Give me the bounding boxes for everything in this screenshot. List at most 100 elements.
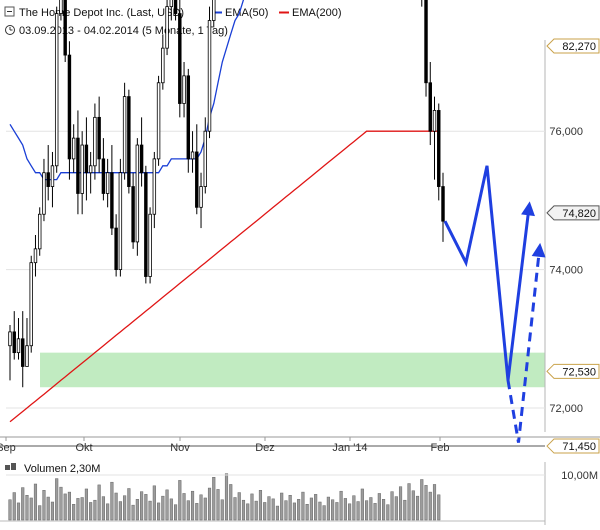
candles: [8, 0, 445, 388]
candle-body: [144, 172, 148, 277]
volume-bar: [254, 500, 258, 521]
price-tag-text: 82,270: [562, 41, 596, 53]
candle: [173, 0, 178, 21]
candle: [199, 172, 203, 229]
volume-bar: [314, 494, 318, 521]
candle: [50, 151, 55, 208]
candle-body: [118, 172, 123, 270]
candle-body: [42, 172, 46, 215]
annotations: [0, 165, 546, 447]
candle: [76, 110, 80, 215]
candle: [97, 96, 101, 173]
candle: [148, 207, 152, 284]
volume-bar: [284, 500, 288, 521]
volume-bar: [246, 503, 250, 521]
volume-header: Volumen 2,30M: [5, 463, 100, 475]
volume-bar: [216, 489, 220, 521]
volume-bar: [326, 496, 330, 521]
candle-body: [437, 110, 441, 187]
volume-bar: [411, 490, 415, 521]
candle-body: [33, 248, 38, 264]
candle: [93, 103, 97, 180]
ema200-line: [9, 130, 439, 423]
candle: [424, 0, 428, 97]
candle: [169, 0, 174, 21]
candle: [421, 0, 423, 7]
volume-bar: [140, 491, 144, 521]
candle: [178, 0, 182, 118]
candle-body: [93, 116, 97, 167]
projection-arrowhead: [531, 242, 546, 258]
candle: [212, 0, 216, 28]
candle: [12, 311, 16, 360]
volume-bar: [212, 477, 216, 521]
volume-bar: [301, 491, 305, 521]
volume-bar: [377, 493, 381, 521]
candle-body: [148, 213, 152, 277]
candle: [63, 0, 67, 62]
volume-bar: [46, 496, 50, 521]
volume-bar: [118, 501, 122, 521]
support-zone: [40, 352, 545, 388]
candle: [144, 165, 148, 284]
volume-bar: [369, 497, 373, 521]
volume-bar: [38, 505, 42, 521]
ema200-path: [9, 130, 439, 423]
volume-bar: [386, 504, 390, 521]
volume-bar: [220, 499, 224, 521]
candle-body: [190, 151, 195, 160]
volume-bar: [237, 492, 241, 521]
volume-bar: [390, 491, 394, 521]
clock-icon: [5, 25, 15, 35]
candle-body: [114, 227, 118, 271]
candle-body: [50, 165, 55, 187]
expand-icon[interactable]: [4, 6, 15, 17]
volume-bar: [21, 487, 25, 521]
candle: [80, 131, 84, 215]
volume-toggle-icon[interactable]: [5, 463, 16, 470]
y-tick-label: 72,000: [549, 403, 583, 415]
volume-axis-label: 10,00M: [561, 470, 598, 482]
projection-path-solid: [443, 165, 531, 381]
candle-body: [110, 172, 114, 229]
volume-bar: [97, 484, 101, 521]
volume-bar: [16, 502, 21, 521]
volume-bar: [55, 478, 59, 521]
candle: [131, 172, 135, 249]
volume-bar: [148, 500, 152, 521]
volume-bar: [280, 492, 284, 521]
volume-bar: [322, 505, 326, 521]
candle: [46, 145, 50, 201]
candle: [135, 138, 140, 256]
candle-body: [59, 0, 63, 14]
candle-body: [165, 6, 169, 49]
candle-body: [21, 338, 25, 367]
volume-bar: [394, 496, 398, 521]
volume-bar: [318, 501, 322, 521]
candle-body: [173, 0, 178, 14]
volume-bar: [207, 487, 212, 521]
price-tag: [546, 38, 600, 54]
candle: [207, 6, 212, 139]
candle-body: [71, 137, 76, 160]
volume-bar: [123, 495, 127, 521]
volume-bar: [403, 499, 407, 521]
volume-bar: [195, 503, 199, 521]
candle: [165, 0, 169, 56]
chart-title: The Home Depot Inc. (Last, USD): [19, 7, 184, 19]
volume-bar: [309, 497, 313, 521]
candle-body: [432, 110, 437, 132]
candle: [16, 318, 21, 360]
x-tick-label: Nov: [170, 442, 190, 454]
volume-bar: [8, 499, 12, 521]
candle-body: [178, 13, 182, 104]
volume-bar: [131, 504, 135, 521]
candle-body: [186, 75, 191, 160]
volume-bar: [127, 488, 131, 521]
candle: [190, 131, 195, 173]
candle-body: [76, 137, 80, 194]
candle-body: [16, 338, 21, 354]
candle: [42, 158, 46, 222]
